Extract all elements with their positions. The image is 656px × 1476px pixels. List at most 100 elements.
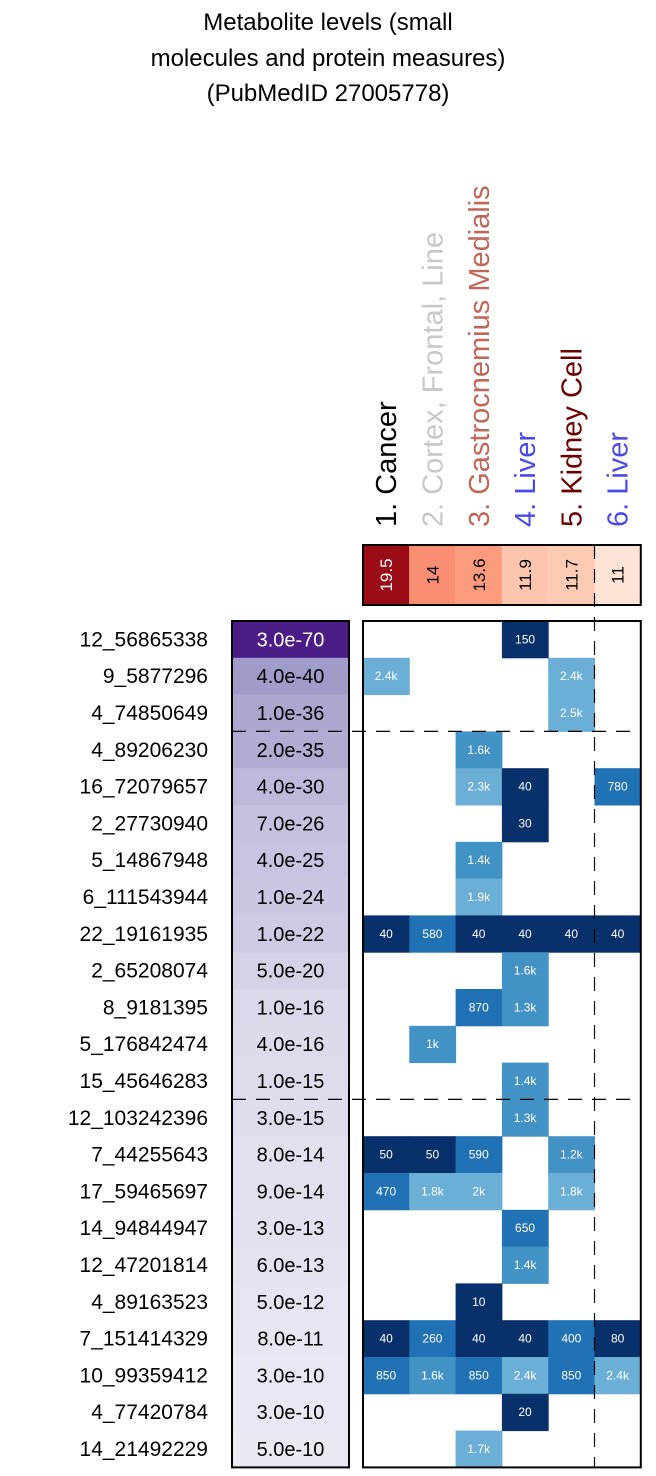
pvalue-label: 1.0e-36 [257,703,325,725]
pvalue-cell [232,1099,349,1137]
heatmap-cell [363,1357,410,1395]
row-label: 4_74850649 [91,702,208,725]
heatmap-cell [501,1209,549,1248]
row-label: 8_9181395 [103,996,208,1019]
row-label: 12_56865338 [80,628,208,651]
heatmap-cell [409,1025,457,1064]
row-label: 5_14867948 [91,849,208,872]
heatmap-cell [455,841,503,880]
rank-value: 19.5 [377,558,396,591]
row-label: 6_111543944 [83,886,209,909]
cell-value: 1k [426,1037,440,1051]
pvalue-label: 9.0e-14 [257,1181,325,1203]
column-label: 5. Kidney Cell [556,348,588,527]
heatmap-cell [501,915,549,953]
pvalue-cell [232,989,349,1027]
heatmap-cell [409,1173,457,1211]
cell-value: 1.6k [467,743,491,757]
pvalue-cell [232,1209,349,1248]
row-label: 7_44255643 [91,1144,208,1167]
heatmap-cell [363,915,410,953]
cell-value: 50 [426,1148,440,1162]
cell-value: 50 [379,1148,393,1162]
rank-value: 13.6 [470,558,489,591]
heatmap-cell [501,952,549,990]
column-label: 1. Cancer [371,401,403,527]
pvalue-label: 1.0e-24 [257,887,325,909]
heatmap-cell [409,1320,457,1358]
cell-value: 40 [565,927,579,941]
heatmap-cell [363,1136,410,1174]
cell-value: 1.4k [467,853,491,867]
cell-value: 2.4k [375,669,399,683]
pvalue-label: 8.0e-11 [257,1329,323,1351]
heatmap-cell [455,1283,503,1321]
cell-value: 40 [518,1332,532,1346]
heatmap-cells: 150 2.4k 2.4k 2.5k 1.6k 2.3k 40 780 30 1.4k 1.9k 40… [363,621,642,1468]
cell-value: 150 [515,632,535,646]
column-label: 4. Liver [510,432,542,527]
pvalue-cell [232,1357,349,1395]
rank-cell [363,545,410,605]
rank-bar: 19.5 14 13.6 11.9 11.7 11 [362,544,642,606]
cell-value: 1.3k [514,1111,538,1125]
pvalue-label: 4.0e-30 [257,777,325,799]
cell-value: 850 [376,1368,396,1382]
row-label: 12_103242396 [68,1107,208,1130]
title-line-3: (PubMedID 27005778) [207,80,450,107]
row-label: 14_21492229 [80,1438,208,1461]
pvalue-cell [232,1246,349,1284]
chart-title: Metabolite levels (small molecules and p… [151,9,506,107]
cell-value: 1.7k [467,1442,491,1456]
cell-value: 1.6k [514,964,538,978]
pvalue-label: 5.0e-10 [257,1439,325,1461]
heatmap-cell [548,1173,595,1211]
heatmap-cell [501,1357,549,1395]
heatmap-cell [455,989,503,1027]
rank-cell [548,545,595,605]
pvalue-column: 3.0e-70 4.0e-40 1.0e-36 2.0e-35 4.0e-30 7.0e-… [232,621,349,1468]
row-label: 2_65208074 [91,960,208,983]
heatmap-cell [455,1430,503,1468]
title-line-1: Metabolite levels (small [203,9,452,36]
pvalue-label: 3.0e-70 [257,629,325,651]
heatmap-cell [501,1062,549,1100]
row-label: 4_89206230 [91,739,208,762]
pvalue-cell [232,731,349,769]
row-labels: 12_56865338 9_5877296 4_74850649 4_89206230… [68,628,208,1461]
heatmap-cell [501,1099,549,1137]
row-label: 10_99359412 [80,1364,208,1387]
pvalue-cell [232,621,349,659]
column-label: 6. Liver [603,432,635,527]
row-label: 2_27730940 [91,812,208,835]
heatmap-cell [363,657,410,696]
row-label: 5_176842474 [80,1033,209,1056]
pvalue-cell [232,694,349,732]
rank-frame [362,544,642,606]
pvalue-cell [232,878,349,916]
pvalue-label: 4.0e-16 [257,1034,325,1056]
cell-value: 10 [472,1295,486,1309]
cell-value: 1.3k [514,1000,538,1014]
pvalue-label: 6.0e-13 [257,1255,325,1277]
pvalue-cell [232,1320,349,1358]
cell-value: 40 [379,1332,393,1346]
cell-value: 2.4k [514,1368,538,1382]
heatmap-cell [409,1136,457,1174]
row-label: 15_45646283 [80,1070,208,1093]
heatmap-cell [594,1357,642,1395]
pvalue-label: 7.0e-26 [257,813,325,835]
rank-value: 11 [609,566,628,584]
heatmap-cell [363,1173,410,1211]
cell-value: 1.8k [421,1184,445,1198]
heatmap-cell [548,915,595,953]
pvalue-cell [232,1062,349,1100]
cell-value: 1.2k [560,1148,584,1162]
pvalue-label: 3.0e-10 [257,1402,325,1424]
heatmap-cell [548,694,595,732]
pvalue-frame [231,620,350,1469]
row-label: 16_72079657 [80,776,208,799]
heatmap-cell [455,1357,503,1395]
pvalue-cell [232,952,349,990]
